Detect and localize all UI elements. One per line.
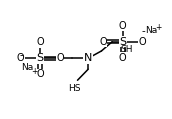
Text: O: O [119, 21, 127, 31]
Text: -: - [19, 50, 23, 60]
Text: -: - [142, 26, 145, 36]
Text: O: O [17, 53, 24, 63]
Text: O: O [99, 37, 107, 47]
Text: Na: Na [22, 63, 34, 72]
Text: +: + [155, 23, 161, 32]
Text: Na: Na [146, 26, 158, 35]
Text: O: O [36, 37, 44, 47]
Text: S: S [37, 53, 44, 63]
Text: SH: SH [120, 45, 133, 54]
Text: N: N [84, 53, 92, 63]
Text: O: O [56, 53, 64, 63]
Text: O: O [139, 37, 146, 47]
Text: +: + [31, 67, 37, 76]
Text: HS: HS [69, 84, 81, 93]
Text: O: O [119, 53, 127, 63]
Text: S: S [119, 37, 126, 47]
Text: O: O [36, 69, 44, 79]
